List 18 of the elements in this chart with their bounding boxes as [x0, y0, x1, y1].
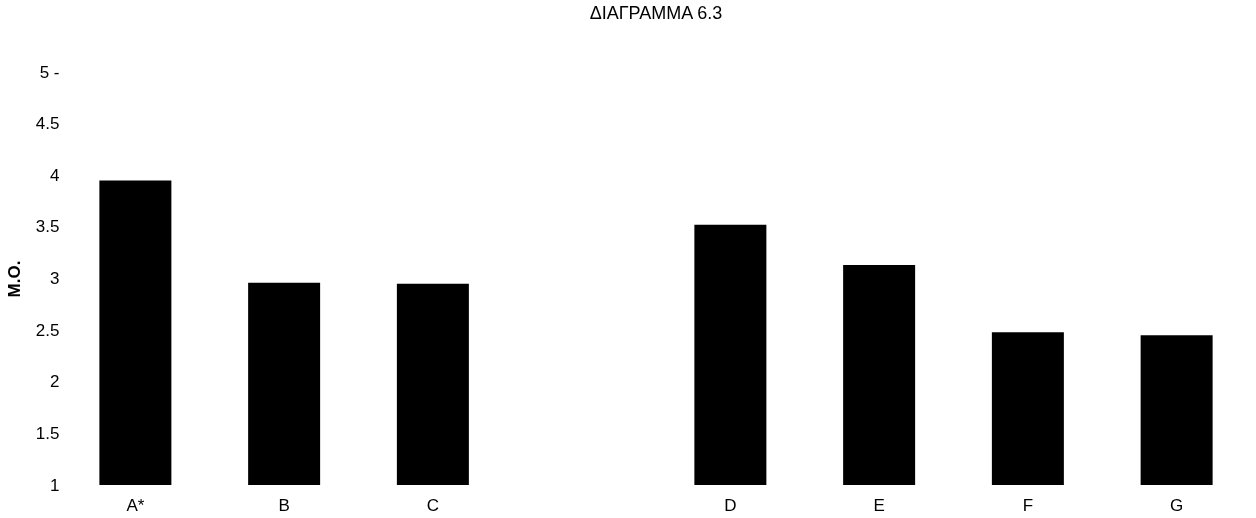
- y-tick-label: 1: [50, 475, 60, 495]
- x-tick-label: E: [873, 495, 885, 515]
- x-tick-label: B: [278, 495, 290, 515]
- y-tick-label: 3: [50, 269, 60, 288]
- x-tick-label: D: [724, 495, 737, 515]
- x-tick-label: C: [426, 495, 440, 515]
- chart-title: ΔΙΑΓΡΑΜΜΑ 6.3: [589, 3, 723, 23]
- x-tick-label: A*: [126, 495, 145, 515]
- y-tick-label: 4: [50, 165, 60, 185]
- x-tick-label: G: [1170, 495, 1184, 515]
- y-tick-label: 1.5: [35, 423, 60, 443]
- y-tick-label: 4.5: [35, 114, 60, 134]
- y-tick-label: 2: [50, 372, 60, 392]
- y-axis-title: M.O.: [4, 260, 24, 298]
- x-tick-label: F: [1022, 495, 1034, 515]
- y-tick-label: 5 -: [39, 62, 60, 82]
- y-tick-label: 2.5: [35, 320, 60, 340]
- y-tick-label: 3.5: [35, 217, 60, 237]
